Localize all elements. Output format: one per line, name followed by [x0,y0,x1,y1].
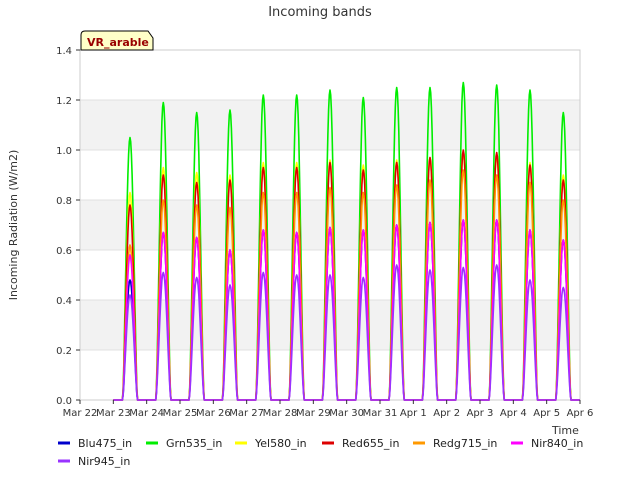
series-line-red655-in [113,149,581,401]
x-axis-label: Time [551,424,579,437]
plot-background-bands [80,100,580,350]
x-tick-label: Mar 22 [63,408,98,419]
legend-label: Nir840_in [531,437,583,450]
x-tick-label: Apr 3 [467,408,494,419]
x-tick-label: Mar 31 [363,408,398,419]
site-badge-label: VR_arable [87,36,149,49]
legend: Blu475_in Grn535_in Yel580_in Red655_in Redg… [58,437,583,468]
x-tick-label: Apr 1 [400,408,427,419]
y-tick-label: 0.8 [56,196,72,207]
x-tick-label: Mar 28 [263,408,298,419]
x-tick-label: Apr 2 [433,408,460,419]
x-tick-label: Mar 27 [229,408,264,419]
y-axis-ticks: 0.0 0.2 0.4 0.6 0.8 1.0 1.2 1.4 [56,46,80,407]
y-tick-label: 1.2 [56,96,72,107]
background-band [80,100,580,150]
background-band [80,300,580,350]
legend-label: Yel580_in [254,437,307,450]
legend-label: Nir945_in [78,455,130,468]
site-badge: VR_arable [80,30,154,51]
x-tick-label: Mar 24 [129,408,164,419]
x-tick-label: Apr 4 [500,408,527,419]
y-tick-label: 0.4 [56,296,72,307]
chart-title: Incoming bands [268,5,372,20]
x-tick-label: Mar 23 [96,408,131,419]
legend-label: Red655_in [342,437,399,450]
background-band [80,200,580,250]
x-tick-label: Mar 25 [163,408,198,419]
y-tick-label: 1.0 [56,146,72,157]
y-tick-label: 0.6 [56,246,72,257]
y-tick-label: 0.2 [56,346,72,357]
x-tick-label: Mar 29 [296,408,331,419]
y-axis-label: Incoming Radiation (W/m2) [7,150,20,301]
legend-label: Blu475_in [78,437,132,450]
y-tick-label: 0.0 [56,396,72,407]
x-tick-label: Mar 30 [329,408,364,419]
series-line-yel580-in [113,151,581,401]
site-badge-box [80,30,154,51]
x-tick-label: Apr 6 [567,408,594,419]
plot-frame [79,49,581,401]
legend-label: Redg715_in [433,437,497,450]
y-tick-label: 1.4 [56,46,72,57]
legend-label: Grn535_in [166,437,222,450]
x-tick-label: Mar 26 [196,408,231,419]
x-tick-label: Apr 5 [533,408,560,419]
